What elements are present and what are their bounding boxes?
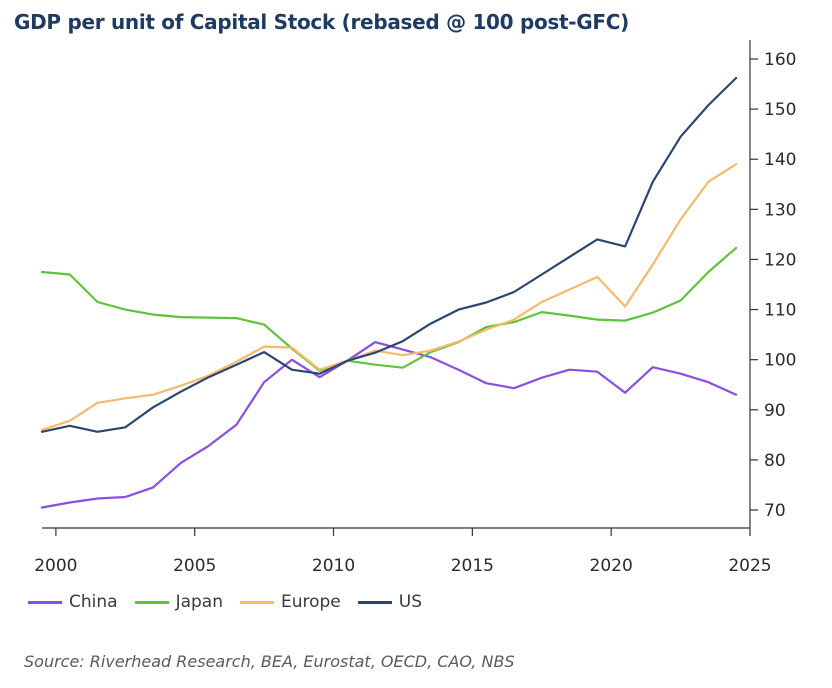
source-note: Source: Riverhead Research, BEA, Eurosta… — [24, 652, 515, 671]
y-tick-label: 90 — [764, 401, 786, 421]
legend-item-us: US — [357, 592, 423, 612]
y-tick-label: 100 — [764, 351, 796, 371]
legend-swatch — [28, 600, 62, 604]
legend-item-china: China — [28, 592, 118, 612]
y-tick-label: 160 — [764, 50, 796, 70]
x-tick-label: 2025 — [728, 556, 771, 576]
y-tick-label: 140 — [764, 150, 796, 170]
y-tick-label: 70 — [764, 501, 786, 521]
x-tick-label: 2005 — [173, 556, 216, 576]
axes: 2000 2005 2010 2015 2020 2025 70 80 90 100 110 120 1… — [34, 40, 796, 576]
x-tick-label: 2000 — [34, 556, 77, 576]
series-line-us — [40, 76, 738, 433]
x-tick-label: 2010 — [312, 556, 355, 576]
legend-label: China — [69, 592, 118, 612]
x-tick-label: 2015 — [451, 556, 494, 576]
y-tick-label: 150 — [764, 100, 796, 120]
y-tick-label: 120 — [764, 250, 796, 270]
legend-swatch — [357, 600, 392, 604]
y-tick-label: 110 — [764, 301, 796, 321]
legend-label: Japan — [175, 592, 223, 612]
legend-item-japan: Japan — [134, 592, 223, 612]
series-line-europe — [40, 163, 738, 431]
x-tick-label: 2020 — [590, 556, 633, 576]
chart-legend: China Japan Europe US — [28, 592, 439, 612]
legend-label: Europe — [280, 592, 341, 612]
y-tick-label: 130 — [764, 200, 796, 220]
series-line-japan — [40, 246, 738, 372]
legend-label: US — [398, 592, 423, 612]
legend-item-europe: Europe — [239, 592, 341, 612]
legend-swatch — [134, 600, 169, 604]
chart-title: GDP per unit of Capital Stock (rebased @… — [14, 10, 629, 34]
series-lines — [40, 76, 738, 509]
legend-swatch — [239, 600, 274, 604]
y-tick-label: 80 — [764, 451, 786, 471]
